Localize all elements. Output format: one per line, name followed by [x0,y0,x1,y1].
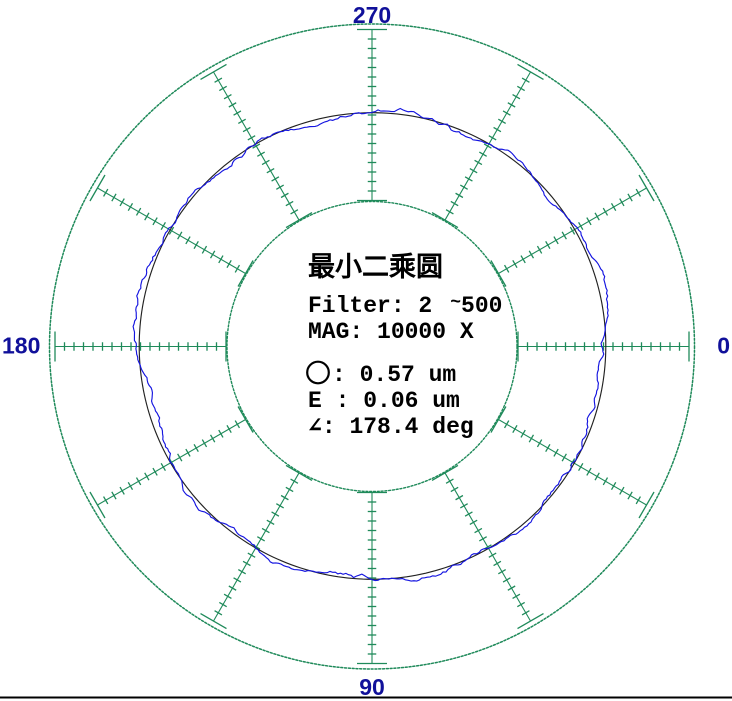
svg-text:: 0.57 um: : 0.57 um [332,362,456,388]
svg-text:Filter: 2~500: Filter: 2 ~500 [308,293,502,319]
svg-text:最小二乘圆: 最小二乘圆 [308,252,443,282]
svg-text:0: 0 [717,333,730,359]
svg-text:180: 180 [2,333,40,359]
svg-text:E : 0.06 um: E : 0.06 um [308,388,460,414]
svg-text:90: 90 [359,674,385,700]
svg-text:MAG: 10000 X: MAG: 10000 X [308,319,474,345]
svg-text:∠: 178.4 deg: ∠: 178.4 deg [308,414,474,440]
svg-text:270: 270 [353,2,391,28]
